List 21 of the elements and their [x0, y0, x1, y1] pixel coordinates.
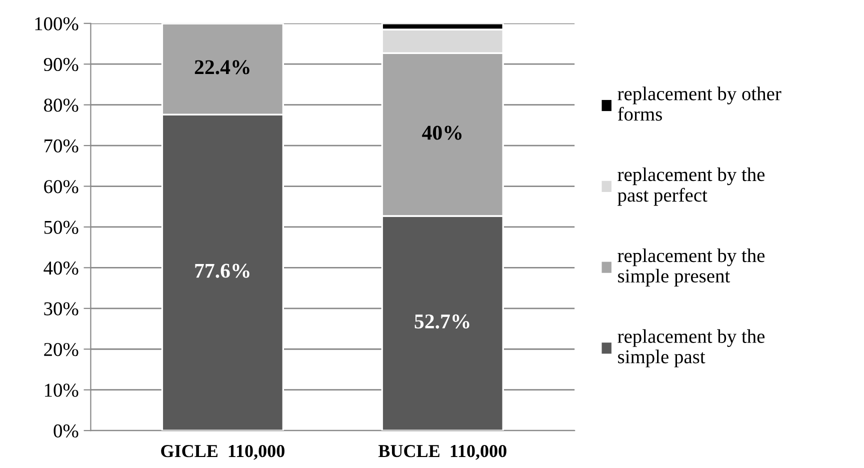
- legend-label: replacement by other forms: [618, 86, 782, 121]
- y-tick-label: 80%: [44, 98, 78, 112]
- legend-label: replacement by the simple past: [618, 329, 765, 368]
- y-tick-label: 20%: [44, 342, 78, 356]
- legend-label: replacement by the past perfect: [618, 167, 765, 206]
- y-tick-label: 70%: [44, 139, 78, 153]
- data-label: 40%: [422, 126, 462, 140]
- y-tick-label: 30%: [44, 302, 78, 316]
- y-tick-label: 10%: [44, 384, 78, 397]
- data-label: 52.7%: [414, 314, 470, 329]
- data-label: 22.4%: [194, 60, 250, 74]
- y-tick-label: 50%: [44, 220, 78, 234]
- y-tick-label: 90%: [44, 58, 78, 72]
- y-tick-label: 100%: [35, 17, 78, 30]
- y-tick-label: 0%: [54, 424, 78, 438]
- y-tick-label: 40%: [44, 262, 78, 275]
- legend-label: replacement by the simple present: [618, 248, 765, 287]
- y-tick-label: 60%: [44, 180, 78, 194]
- x-tick-label: BUCLE 110,000: [378, 444, 506, 460]
- x-tick-label: GICLE 110,000: [161, 444, 284, 460]
- data-label: 77.6%: [195, 264, 250, 278]
